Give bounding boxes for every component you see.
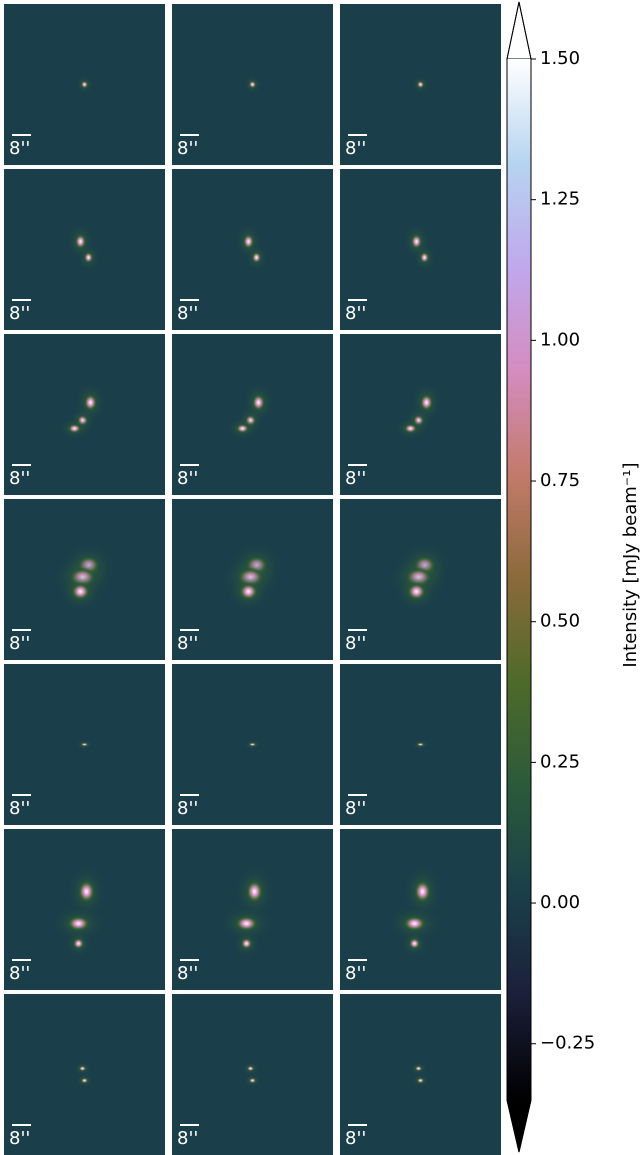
scale-label: 8'' <box>345 1128 366 1149</box>
source <box>408 937 421 950</box>
source <box>242 233 255 250</box>
scale-label: 8'' <box>177 468 198 489</box>
colorbar-tick-label: 0.75 <box>540 470 580 491</box>
image-panel: 8'' <box>4 994 165 1155</box>
scale-label: 8'' <box>345 633 366 654</box>
image-panel: 8'' <box>172 499 333 660</box>
colorbar-tick-label: 1.00 <box>540 329 580 350</box>
source <box>251 393 266 412</box>
source <box>416 1077 425 1084</box>
scale-label: 8'' <box>177 1128 198 1149</box>
colorbar-tick-label: −0.25 <box>540 1033 595 1054</box>
source <box>234 915 259 932</box>
scale-label: 8'' <box>345 138 366 159</box>
scale-label: 8'' <box>9 963 30 984</box>
scale-label: 8'' <box>177 798 198 819</box>
scale-label: 8'' <box>9 633 30 654</box>
source <box>70 582 91 601</box>
image-panel: 8'' <box>172 334 333 495</box>
image-panel: 8'' <box>172 169 333 330</box>
image-panel: 8'' <box>4 829 165 990</box>
source <box>248 80 257 89</box>
source <box>403 423 418 434</box>
source <box>414 1065 423 1072</box>
image-panel: 8'' <box>340 499 501 660</box>
colorbar-tick-label: 0.25 <box>540 751 580 772</box>
colorbar-extend-min <box>506 1099 532 1153</box>
scale-label: 8'' <box>9 798 30 819</box>
scale-label: 8'' <box>345 798 366 819</box>
source <box>416 80 425 89</box>
colorbar <box>507 59 531 1100</box>
source <box>238 582 259 601</box>
colorbar-extend-max <box>506 1 532 60</box>
source <box>251 251 262 264</box>
image-panel: 8'' <box>340 334 501 495</box>
source <box>80 1077 89 1084</box>
scale-label: 8'' <box>9 1128 30 1149</box>
source <box>245 879 264 904</box>
image-panel: 8'' <box>340 169 501 330</box>
source <box>402 915 427 932</box>
image-panel: 8'' <box>172 994 333 1155</box>
source <box>246 1065 255 1072</box>
colorbar-tick-label: 1.50 <box>540 48 580 69</box>
scale-label: 8'' <box>177 138 198 159</box>
source <box>406 582 427 601</box>
source <box>410 233 423 250</box>
scale-label: 8'' <box>9 303 30 324</box>
scale-label: 8'' <box>177 303 198 324</box>
colorbar-label: Intensity [mJy beam⁻¹] <box>620 462 641 667</box>
source <box>419 251 430 264</box>
source <box>416 742 425 747</box>
source <box>66 915 91 932</box>
source <box>248 742 257 747</box>
source <box>240 937 253 950</box>
source <box>419 393 434 412</box>
source <box>77 879 96 904</box>
source <box>78 1065 87 1072</box>
scale-label: 8'' <box>345 963 366 984</box>
image-panel: 8'' <box>172 664 333 825</box>
image-panel: 8'' <box>4 664 165 825</box>
scale-label: 8'' <box>177 633 198 654</box>
source <box>80 80 89 89</box>
image-panel: 8'' <box>4 169 165 330</box>
image-panel: 8'' <box>340 4 501 165</box>
source <box>72 937 85 950</box>
source <box>83 393 98 412</box>
image-panel: 8'' <box>4 334 165 495</box>
image-panel: 8'' <box>4 4 165 165</box>
source <box>248 1077 257 1084</box>
source <box>67 423 82 434</box>
image-panel: 8'' <box>4 499 165 660</box>
source <box>413 879 432 904</box>
scale-label: 8'' <box>9 468 30 489</box>
image-panel: 8'' <box>340 829 501 990</box>
colorbar-tick-label: 1.25 <box>540 189 580 210</box>
source <box>83 251 94 264</box>
source <box>80 742 89 747</box>
colorbar-tick-label: 0.00 <box>540 892 580 913</box>
scale-label: 8'' <box>345 303 366 324</box>
scale-label: 8'' <box>177 963 198 984</box>
scale-label: 8'' <box>9 138 30 159</box>
colorbar-tick-label: 0.50 <box>540 611 580 632</box>
image-panel: 8'' <box>172 4 333 165</box>
image-panel: 8'' <box>172 829 333 990</box>
image-panel: 8'' <box>340 994 501 1155</box>
scale-label: 8'' <box>345 468 366 489</box>
colorbar-outline <box>506 1 532 1153</box>
source <box>235 423 250 434</box>
image-panel: 8'' <box>340 664 501 825</box>
source <box>74 233 87 250</box>
